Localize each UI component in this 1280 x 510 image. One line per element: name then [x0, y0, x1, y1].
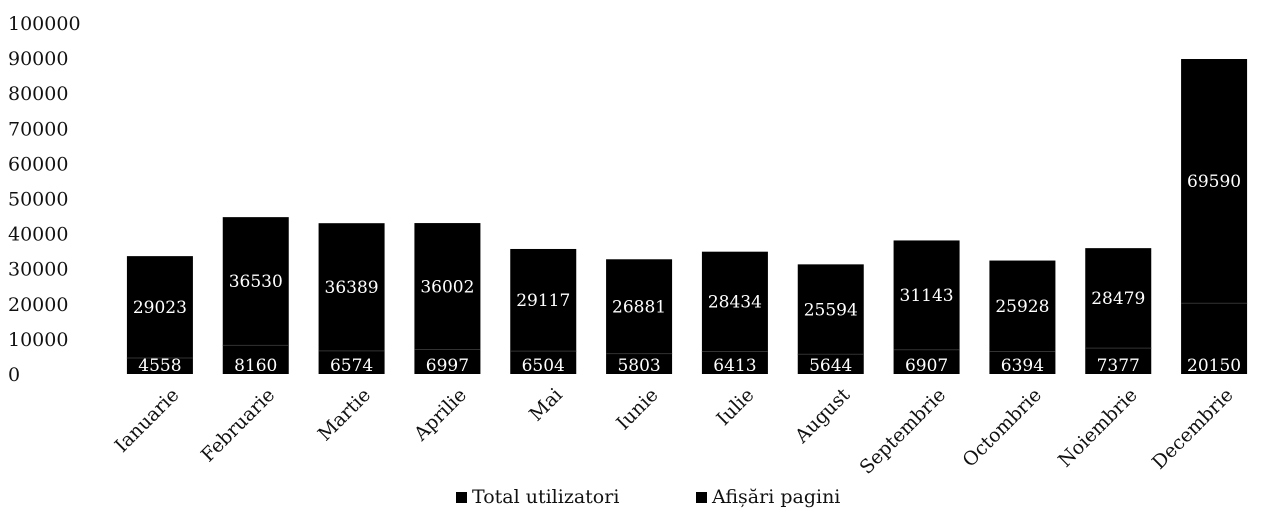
y-tick-label: 70000 [8, 118, 68, 140]
bar-segment-afisari-pagini [1181, 59, 1248, 304]
x-category-label: Iunie [612, 384, 662, 434]
bar-segment-total-utilizatori [797, 354, 864, 374]
data-label-total-utilizatori: 6394 [1001, 356, 1044, 376]
bar-segment-total-utilizatori [126, 358, 193, 374]
x-category-label: Martie [314, 384, 375, 445]
bar-segment-afisari-pagini [318, 223, 385, 351]
data-label-total-utilizatori: 8160 [234, 356, 277, 376]
y-tick-label: 50000 [8, 189, 68, 211]
x-category-label: Noiembrie [1054, 384, 1142, 472]
y-tick-label: 80000 [8, 83, 68, 105]
data-label-afisari-pagini: 69590 [1187, 172, 1241, 192]
data-label-total-utilizatori: 5644 [809, 356, 852, 376]
data-label-total-utilizatori: 20150 [1187, 356, 1241, 376]
bar-segment-total-utilizatori [510, 351, 577, 374]
y-tick-label: 60000 [8, 153, 68, 175]
legend-swatch-total-utilizatori [456, 492, 467, 503]
bar-segment-total-utilizatori [222, 345, 289, 374]
bar-segment-afisari-pagini [701, 251, 768, 352]
y-tick-label: 40000 [8, 224, 68, 246]
bar-segment-afisari-pagini [1085, 248, 1152, 349]
data-label-afisari-pagini: 36389 [325, 278, 379, 298]
data-label-total-utilizatori: 6907 [905, 356, 948, 376]
x-category-label: Aprilie [409, 384, 471, 446]
data-label-afisari-pagini: 31143 [900, 286, 954, 306]
data-label-total-utilizatori: 7377 [1097, 356, 1140, 376]
data-label-afisari-pagini: 36002 [420, 277, 474, 297]
bar-segment-total-utilizatori [893, 349, 960, 374]
data-labels: 4558 29023 8160 36530 6574 36389 6997 36002 6504… [133, 172, 1241, 376]
bar-segment-total-utilizatori [1181, 303, 1248, 374]
data-label-afisari-pagini: 26881 [612, 297, 666, 317]
data-label-total-utilizatori: 6997 [426, 356, 469, 376]
legend-swatch-afisari-pagini [696, 492, 707, 503]
bar-segment-total-utilizatori [318, 350, 385, 374]
bar-segment-afisari-pagini [893, 240, 960, 350]
x-category-label: Iulie [712, 384, 758, 430]
bar-segment-afisari-pagini [606, 259, 673, 354]
y-tick-label: 30000 [8, 259, 68, 281]
y-tick-label: 20000 [8, 294, 68, 316]
y-tick-label: 90000 [8, 48, 68, 70]
bar-segment-afisari-pagini [222, 217, 289, 346]
data-label-afisari-pagini: 28479 [1091, 289, 1145, 309]
x-category-label: Septembrie [855, 384, 950, 479]
x-category-label: Octombrie [958, 384, 1046, 472]
bar-segment-total-utilizatori [606, 353, 673, 374]
data-label-total-utilizatori: 6504 [522, 356, 565, 376]
data-label-total-utilizatori: 6574 [330, 356, 373, 376]
bar-segment-total-utilizatori [1085, 348, 1152, 374]
x-category-label: August [790, 384, 854, 448]
data-label-afisari-pagini: 28434 [708, 293, 762, 313]
y-tick-label: 10000 [8, 329, 68, 351]
legend-label-total-utilizatori: Total utilizatori [472, 486, 619, 508]
data-label-total-utilizatori: 4558 [138, 356, 181, 376]
bar-segment-total-utilizatori [414, 349, 481, 374]
legend-label-afisari-pagini: Afișări pagini [711, 486, 840, 508]
bar-segment-afisari-pagini [126, 256, 193, 359]
x-category-label: Februarie [197, 384, 279, 466]
data-label-afisari-pagini: 25928 [995, 297, 1049, 317]
x-category-label: Decembrie [1148, 384, 1238, 474]
data-label-afisari-pagini: 29023 [133, 298, 187, 318]
bar-segment-total-utilizatori [701, 351, 768, 374]
bar-segment-afisari-pagini [510, 248, 577, 352]
bar-segment-afisari-pagini [414, 223, 481, 350]
data-label-total-utilizatori: 5803 [617, 356, 660, 376]
x-axis: Ianuarie Februarie Martie Aprilie Mai Iunie Iu… [111, 384, 1238, 479]
bar-segment-total-utilizatori [989, 351, 1056, 374]
x-category-label: Ianuarie [111, 384, 184, 457]
bar-segment-afisari-pagini [797, 264, 864, 355]
legend: Total utilizatori Afișări pagini [456, 486, 840, 508]
y-tick-label: 0 [8, 364, 20, 386]
bar-segment-afisari-pagini [989, 260, 1056, 352]
data-label-afisari-pagini: 36530 [229, 272, 283, 292]
data-label-afisari-pagini: 29117 [516, 291, 570, 311]
y-axis: 0 10000 20000 30000 40000 50000 60000 70000 8000… [8, 13, 81, 386]
bars [126, 59, 1248, 374]
data-label-total-utilizatori: 6413 [713, 356, 756, 376]
x-category-label: Mai [525, 384, 567, 426]
y-tick-label: 100000 [8, 13, 81, 35]
data-label-afisari-pagini: 25594 [804, 300, 858, 320]
